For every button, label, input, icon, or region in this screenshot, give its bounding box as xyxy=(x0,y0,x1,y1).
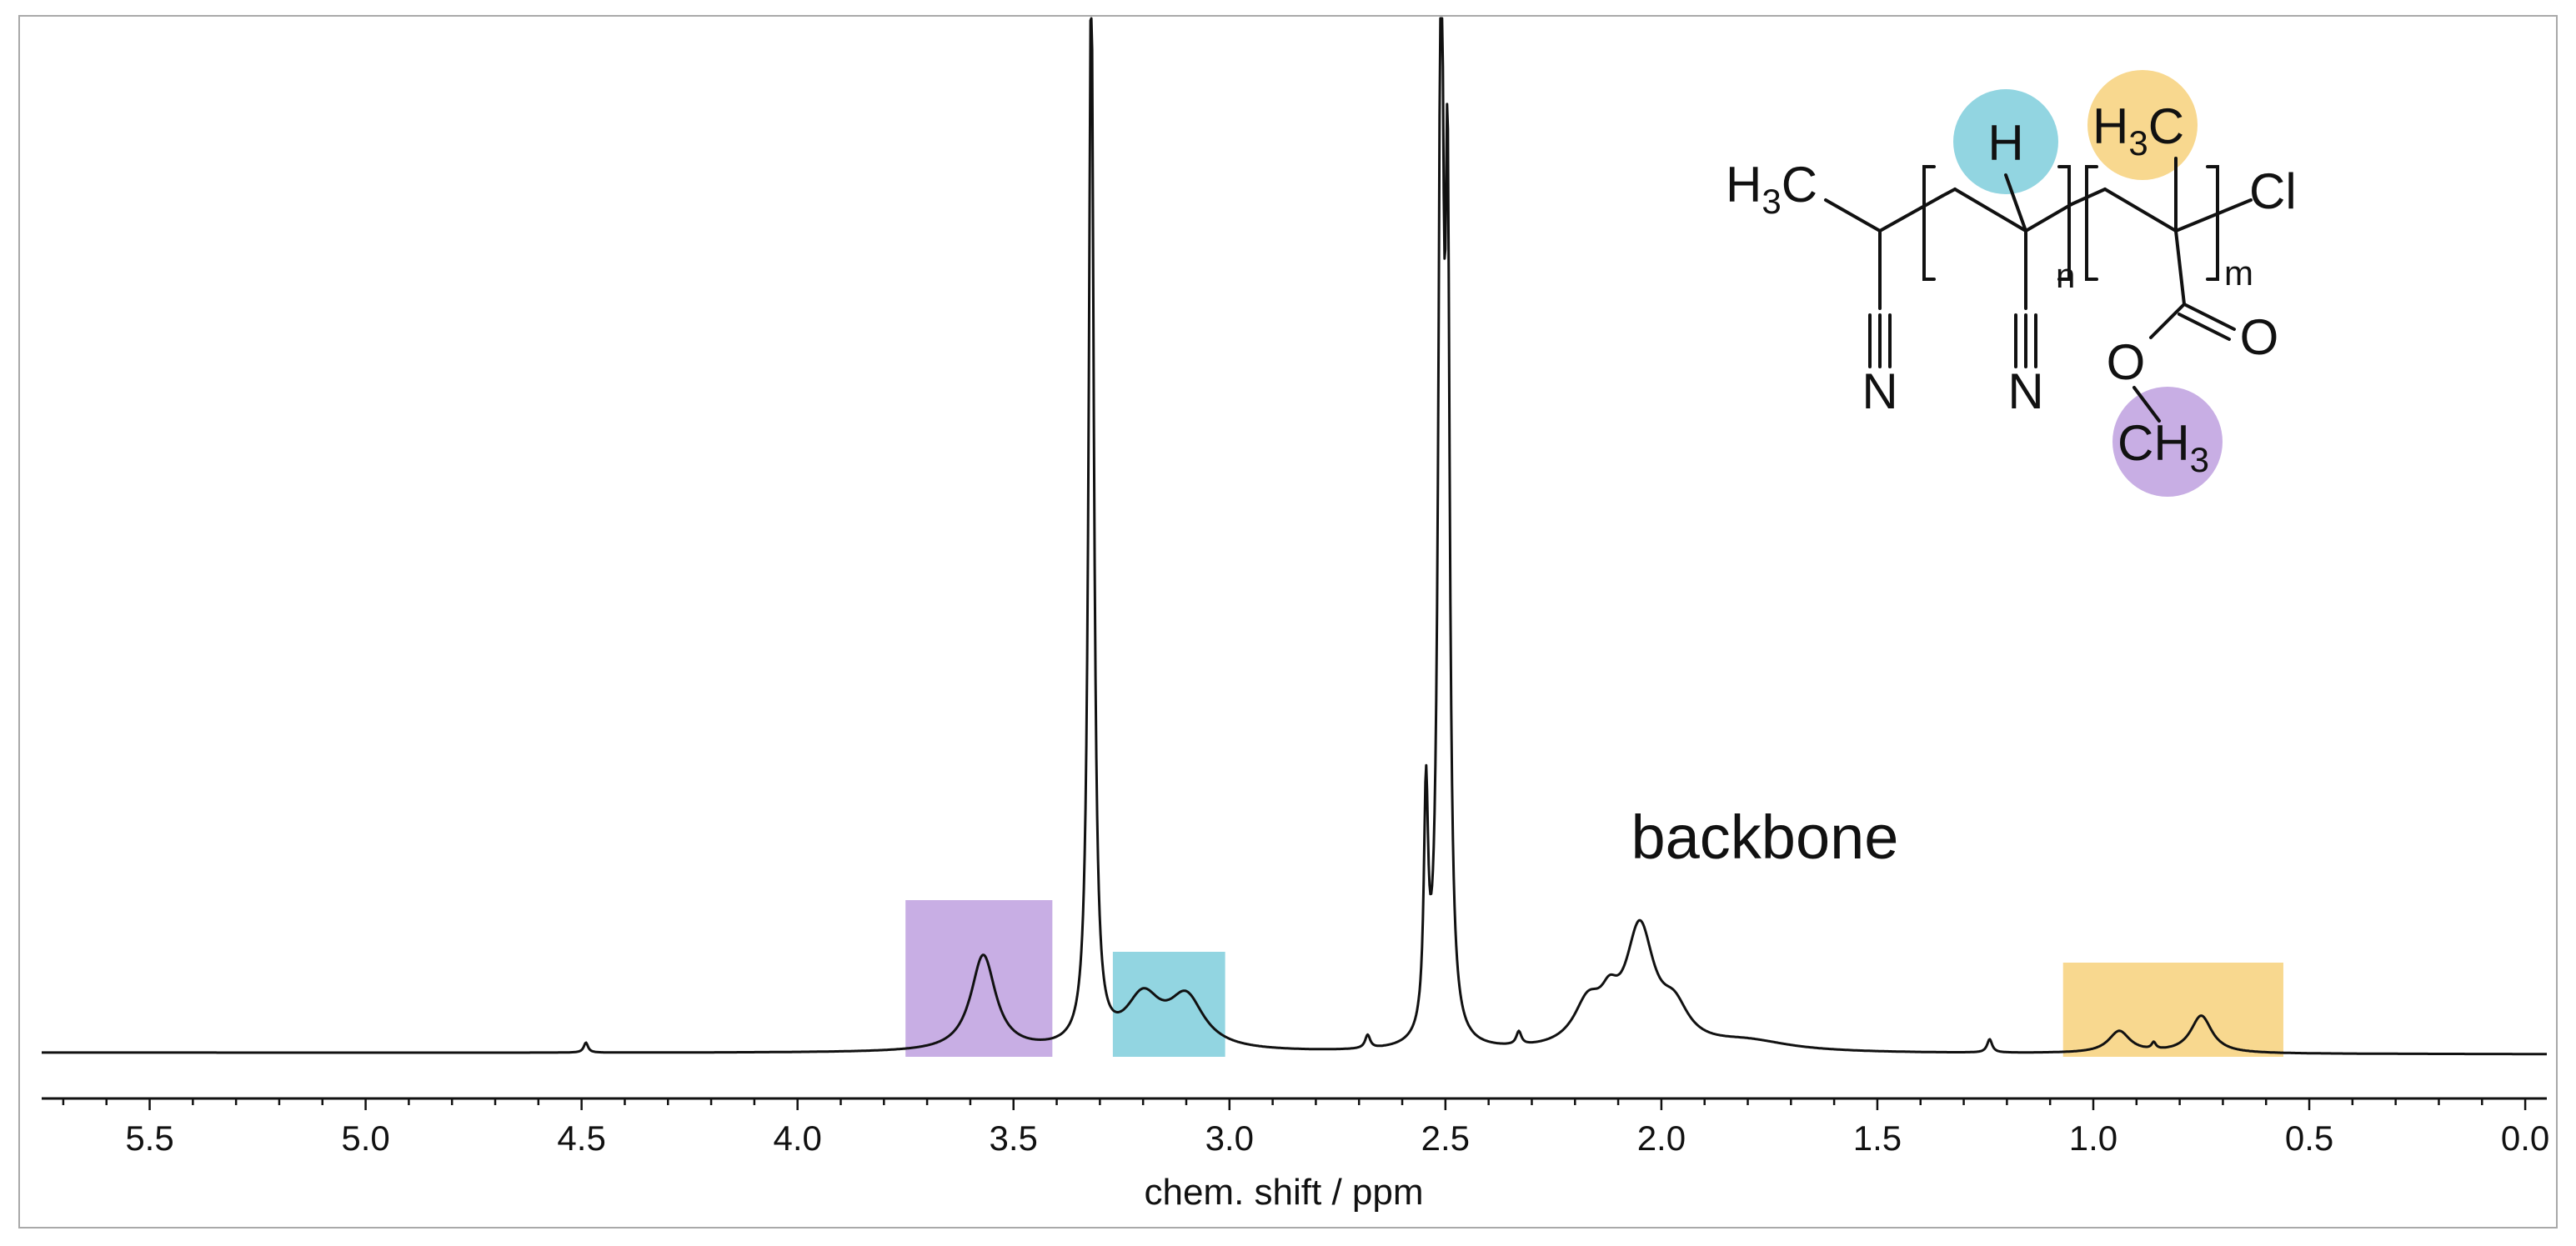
h3c-left-label: H3C xyxy=(1726,157,1817,221)
n-left-label: N xyxy=(1862,363,1897,419)
spectrum-line xyxy=(41,17,2548,1056)
x-axis-label: chem. shift / ppm xyxy=(1144,1172,1423,1213)
h-atom-highlight xyxy=(1953,89,2058,194)
n-middle-label: N xyxy=(2007,363,2043,419)
cl-label: Cl xyxy=(2249,163,2297,219)
x-tick-label: 2.0 xyxy=(1637,1118,1686,1158)
x-tick-label: 4.5 xyxy=(557,1118,605,1158)
x-tick-label: 5.5 xyxy=(125,1118,173,1158)
x-tick-label: 1.5 xyxy=(1853,1118,1902,1158)
subscript-n-label: n xyxy=(2056,256,2075,295)
subscript-m-label: m xyxy=(2224,253,2253,293)
x-tick-label: 0.5 xyxy=(2285,1118,2333,1158)
h3c-highlight xyxy=(2087,70,2198,180)
x-tick-label: 3.0 xyxy=(1205,1118,1254,1158)
chemical-structure: H3C N H N n H3C Cl m O O CH3 xyxy=(1726,70,2297,497)
highlight-regions xyxy=(905,900,2283,1057)
x-tick-label: 5.0 xyxy=(341,1118,389,1158)
x-tick-label: 2.5 xyxy=(1421,1118,1470,1158)
highlight-region-cyan xyxy=(1112,952,1225,1057)
h-atom-label: H xyxy=(1987,115,2023,171)
highlight-region-purple xyxy=(905,900,1053,1057)
h3c-right-label: H3C xyxy=(2092,98,2184,163)
ch3-highlight xyxy=(2112,387,2223,497)
x-tick-label: 0.0 xyxy=(2501,1118,2549,1158)
highlight-region-yellow xyxy=(2062,963,2283,1057)
ester-o-label: O xyxy=(2107,334,2146,390)
x-tick-label: 1.0 xyxy=(2069,1118,2117,1158)
x-tick-label: 3.5 xyxy=(990,1118,1038,1158)
backbone-annotation: backbone xyxy=(1631,803,1899,872)
x-axis: 5.5 5.0 4.5 4.0 3.5 3.0 2.5 2.0 1.5 1.0 0.5 0.0 xyxy=(42,1097,2549,1158)
structure-bonds xyxy=(1824,157,2253,423)
ch3-label: CH3 xyxy=(2117,415,2209,479)
x-tick-label: 4.0 xyxy=(773,1118,821,1158)
carbonyl-o-label: O xyxy=(2240,309,2279,365)
